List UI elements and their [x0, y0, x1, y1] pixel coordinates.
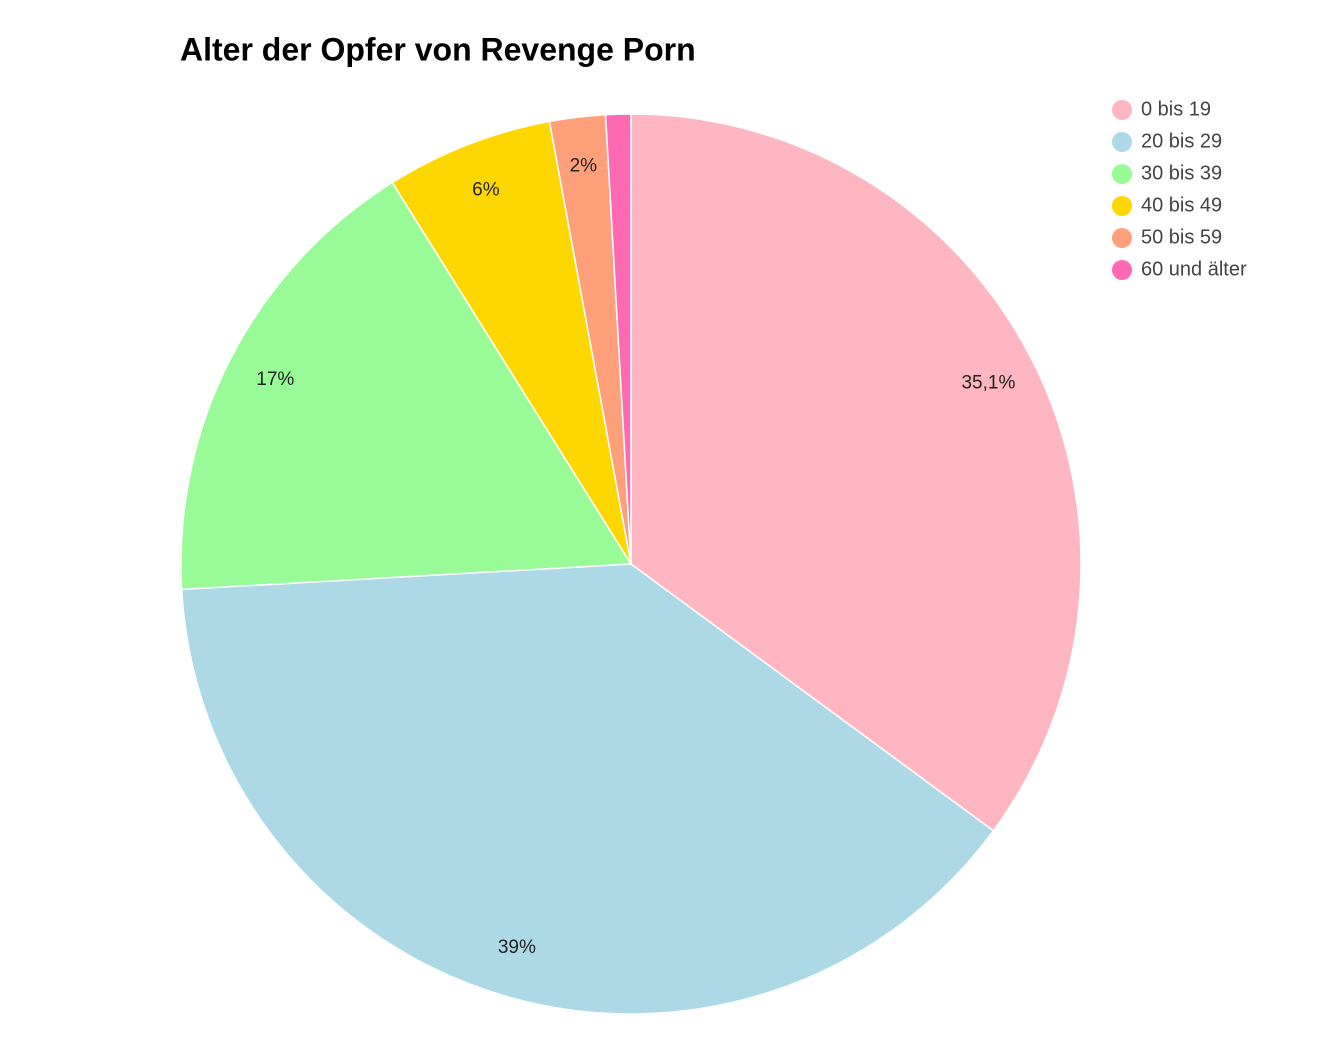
legend-marker — [1112, 100, 1132, 120]
legend-label: 30 bis 39 — [1141, 162, 1222, 184]
legend-label: 0 bis 19 — [1141, 98, 1211, 120]
legend-marker — [1112, 260, 1132, 280]
data-label: 6% — [472, 180, 500, 201]
legend-label: 60 und älter — [1141, 258, 1247, 280]
legend-label: 50 bis 59 — [1141, 226, 1222, 248]
legend-marker — [1112, 164, 1132, 184]
pie-slice — [630, 113, 1082, 832]
legend-marker — [1112, 196, 1132, 216]
legend-label: 20 bis 29 — [1141, 130, 1222, 152]
data-label: 39% — [498, 937, 536, 958]
pie-slice — [604, 113, 632, 565]
data-label: 35,1% — [961, 372, 1015, 393]
chart-title: Alter der Opfer von Revenge Porn — [180, 31, 696, 67]
data-label: 2% — [570, 155, 598, 176]
pie-slice — [180, 563, 995, 1015]
pie-slice — [391, 120, 632, 565]
legend-marker — [1112, 132, 1132, 152]
pie-slice — [180, 181, 633, 591]
legend-marker — [1112, 228, 1132, 248]
legend-label: 40 bis 49 — [1141, 194, 1222, 216]
data-label: 17% — [256, 369, 294, 390]
